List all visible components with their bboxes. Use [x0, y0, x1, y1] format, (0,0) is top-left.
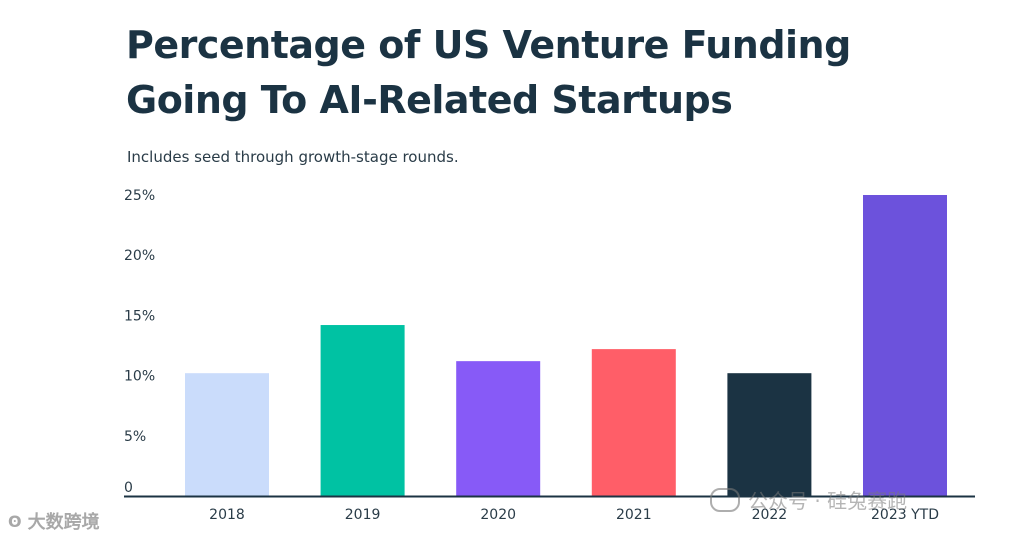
bar — [185, 373, 269, 496]
bar — [591, 349, 676, 496]
watermark-left-text: 大数跨境 — [27, 512, 100, 533]
y-tick-label: 0 — [124, 480, 133, 496]
x-tick-label: 2019 — [345, 507, 381, 523]
y-tick-label: 10% — [124, 369, 155, 385]
watermark-right: 公众号 · 硅兔赛跑 — [710, 485, 907, 514]
y-tick-label: 20% — [124, 248, 155, 264]
x-tick-label: 2020 — [480, 507, 516, 523]
watermark-logo-icon: ʘ — [8, 511, 22, 531]
x-tick-label: 2018 — [209, 507, 245, 523]
chart-subtitle: Includes seed through growth-stage round… — [127, 148, 459, 166]
wechat-icon — [710, 487, 740, 512]
y-tick-label: 5% — [124, 429, 146, 445]
watermark-left: ʘ 大数跨境 — [8, 508, 100, 534]
chart-title: Percentage of US Venture Funding Going T… — [126, 23, 851, 122]
y-tick-label: 15% — [124, 308, 155, 324]
watermark-right-text: 公众号 · 硅兔赛跑 — [748, 489, 908, 513]
x-tick-label: 2023 YTD — [871, 507, 939, 523]
bar — [456, 361, 541, 496]
bar — [863, 195, 947, 496]
bar — [727, 373, 812, 496]
x-tick-label: 2022 — [752, 507, 788, 523]
bar — [320, 325, 405, 496]
x-tick-label: 2021 — [616, 507, 652, 523]
y-tick-label: 25% — [124, 188, 155, 204]
